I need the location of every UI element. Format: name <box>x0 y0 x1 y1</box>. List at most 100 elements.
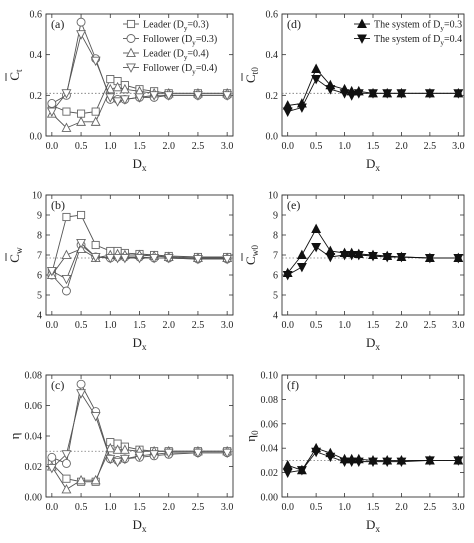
data-point <box>424 253 435 264</box>
panel-label: (e) <box>287 198 300 212</box>
data-point <box>76 30 87 40</box>
data-point <box>222 91 233 101</box>
x-tick-label: 0.5 <box>310 320 323 331</box>
data-point <box>62 474 71 483</box>
data-point <box>77 210 86 220</box>
data-point <box>119 444 130 454</box>
y-tick-label: 0.4 <box>266 50 279 61</box>
y-axis-label-group: Ct <box>5 69 25 81</box>
data-point <box>192 91 203 101</box>
y-tick-label: 0.6 <box>30 10 43 21</box>
data-point <box>112 253 123 264</box>
data-point <box>192 448 203 459</box>
y-tick-label: 8 <box>37 231 42 242</box>
data-point <box>90 474 101 485</box>
y-tick-label: 0.04 <box>261 444 279 455</box>
data-point <box>311 242 322 253</box>
plot-frame <box>281 13 465 137</box>
series-0 <box>282 63 464 110</box>
x-tick-label: 0.0 <box>281 320 294 331</box>
data-point <box>325 252 336 263</box>
data-point <box>311 447 322 458</box>
data-point <box>222 448 233 459</box>
legend-entry: Follower (Dy=0.3) <box>143 34 217 47</box>
y-tick-label: 9 <box>37 211 42 222</box>
panel-label: (d) <box>287 17 301 31</box>
data-point <box>61 274 72 285</box>
data-point <box>339 457 350 467</box>
legend-entry: Leader (Dy=0.4) <box>143 49 209 62</box>
y-tick-label: 4 <box>273 311 278 322</box>
x-tick-label: 2.5 <box>192 320 205 331</box>
series-1 <box>282 242 464 281</box>
x-tick-label: 0.5 <box>75 320 88 331</box>
data-point <box>112 444 123 454</box>
data-point <box>163 448 174 459</box>
x-tick-label: 1.0 <box>104 320 117 331</box>
series-line <box>51 242 228 280</box>
panel-f: 0.0 0.5 1.0 1.5 2.0 2.5 3.0 0.00 0.02 0.04 0.06 0.0… <box>243 371 465 536</box>
data-point <box>339 89 350 99</box>
x-tick-label: 2.5 <box>424 320 437 331</box>
x-tick-label: 2.0 <box>162 320 175 331</box>
y-tick-label: 0.08 <box>25 371 43 382</box>
data-point <box>47 452 57 462</box>
x-tick-label: 2.0 <box>395 141 408 152</box>
data-point <box>90 116 101 126</box>
data-point <box>62 107 71 116</box>
series-3 <box>46 30 233 117</box>
y-tick-label: 0.04 <box>25 432 43 443</box>
x-tick-label: 0.0 <box>46 141 59 152</box>
series-1 <box>47 240 232 296</box>
x-tick-label: 1.5 <box>367 502 380 513</box>
y-axis-label: η <box>7 432 22 439</box>
data-point <box>424 456 435 466</box>
y-tick-label: 0.2 <box>30 91 43 102</box>
data-point <box>47 99 57 108</box>
y-axis-label-group: η0 <box>243 430 261 442</box>
x-axis-label: Dx <box>366 335 380 353</box>
data-point <box>325 85 336 95</box>
data-point <box>282 468 293 478</box>
y-tick-label: 6 <box>273 271 278 282</box>
x-tick-label: 3.0 <box>221 320 234 331</box>
data-point <box>192 254 203 265</box>
data-point <box>353 457 364 467</box>
data-point <box>453 253 464 264</box>
x-tick-label: 2.0 <box>162 502 175 513</box>
x-tick-label: 3.0 <box>221 502 234 513</box>
y-axis-label: Ct <box>7 69 25 81</box>
y-axis-label-group: η <box>7 432 22 439</box>
x-tick-label: 0.5 <box>75 502 88 513</box>
panel-b: 0.0 0.5 1.0 1.5 2.0 2.5 3.0 4 5 6 7 8 9 10 (b) Dx Cw <box>5 191 234 353</box>
data-point <box>339 250 350 261</box>
data-point <box>46 463 57 474</box>
y-axis-label: Cw <box>7 247 25 263</box>
panel-label: (c) <box>51 378 64 392</box>
data-point <box>119 95 130 105</box>
panel-label: (b) <box>51 198 65 212</box>
panel-c: 0.0 0.5 1.0 1.5 2.0 2.5 3.0 0.00 0.02 0.04 0.06 0.0… <box>7 371 234 535</box>
data-point <box>119 454 130 465</box>
data-point <box>163 253 174 264</box>
y-axis-label-group: Cw <box>5 247 25 263</box>
x-tick-label: 0.0 <box>46 320 59 331</box>
y-tick-label: 0.4 <box>30 50 43 61</box>
data-point <box>368 457 378 467</box>
data-point <box>382 252 393 263</box>
series-3 <box>46 389 233 474</box>
series-1 <box>282 75 464 117</box>
data-point <box>149 91 160 101</box>
data-point <box>112 81 123 92</box>
data-point <box>76 474 87 485</box>
y-tick-label: 4 <box>37 311 42 322</box>
x-tick-label: 0.5 <box>310 141 323 152</box>
series-1 <box>282 447 464 478</box>
x-tick-label: 2.5 <box>192 141 205 152</box>
y-axis-label: Cw0 <box>243 245 261 265</box>
y-axis-label-group: Cw0 <box>241 245 261 265</box>
series-line <box>287 68 459 106</box>
plot-frame <box>45 374 234 498</box>
